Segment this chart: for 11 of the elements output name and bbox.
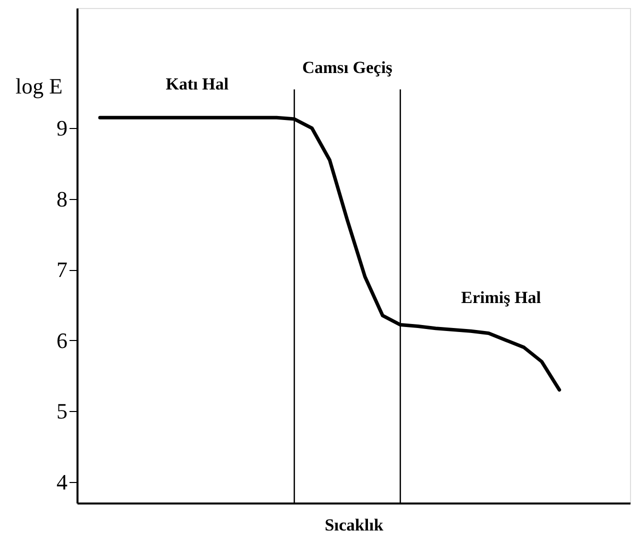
y-tick-label: 4 [56,469,68,494]
y-axis-title: log E [16,74,63,98]
y-tick-label: 8 [56,186,68,212]
y-tick-label: 6 [56,328,68,353]
annotation: Erimiş Hal [461,288,542,307]
y-tick-label: 7 [56,257,68,282]
y-tick-label: 5 [56,398,68,424]
annotation: Katı Hal [166,74,229,94]
annotation: Camsı Geçiş [302,58,393,78]
x-axis-title: Sıcaklık [324,516,384,534]
y-tick-label: 9 [56,116,68,141]
